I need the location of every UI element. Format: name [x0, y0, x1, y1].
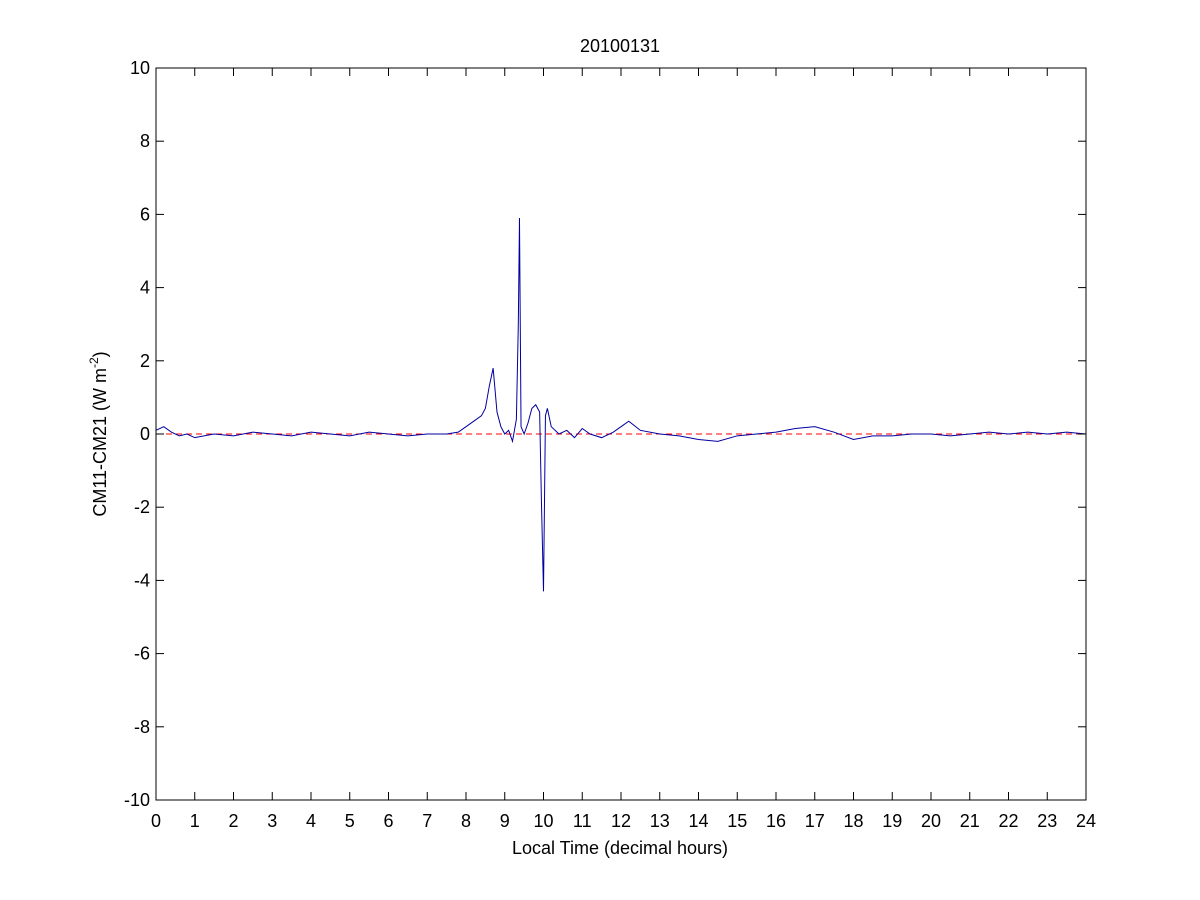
chart-title: 20100131: [580, 36, 660, 56]
y-tick-label: 10: [130, 58, 150, 78]
x-tick-label: 17: [805, 811, 825, 831]
x-tick-label: 10: [533, 811, 553, 831]
y-axis-label-sup: -2: [87, 357, 101, 368]
x-tick-label: 13: [650, 811, 670, 831]
x-tick-label: 19: [882, 811, 902, 831]
x-tick-label: 11: [573, 811, 592, 831]
x-tick-label: 16: [766, 811, 786, 831]
y-tick-label: -2: [134, 497, 150, 517]
x-tick-label: 2: [228, 811, 238, 831]
y-tick-label: 2: [140, 351, 150, 371]
y-tick-label: 8: [140, 131, 150, 151]
y-axis-label-main: CM11-CM21 (W m: [90, 368, 110, 517]
x-tick-label: 15: [727, 811, 747, 831]
x-tick-label: 8: [461, 811, 471, 831]
x-tick-label: 21: [960, 811, 980, 831]
series-line-difference: [156, 218, 1086, 592]
x-tick-label: 9: [500, 811, 510, 831]
x-tick-label: 0: [151, 811, 161, 831]
y-tick-label: -4: [134, 570, 150, 590]
x-tick-label: 6: [383, 811, 393, 831]
x-tick-label: 3: [267, 811, 277, 831]
x-tick-label: 14: [688, 811, 708, 831]
series-layer: [156, 218, 1086, 592]
x-axis-ticks: 0 1 2 3 4 5 6 7 8 9 10 11 12 13 14 15 16 17 18 19 20 21 22 23 24: [151, 68, 1096, 831]
y-tick-label: -10: [124, 790, 150, 810]
y-tick-label: -6: [134, 644, 150, 664]
x-tick-label: 20: [921, 811, 941, 831]
y-tick-label: 0: [140, 424, 150, 444]
x-tick-label: 24: [1076, 811, 1096, 831]
x-tick-label: 23: [1037, 811, 1057, 831]
y-axis-label-close: ): [90, 351, 110, 357]
y-tick-label: 6: [140, 204, 150, 224]
x-tick-label: 12: [611, 811, 631, 831]
y-axis-ticks: 10 8 6 4 2 0 -2 -4 -6 -8 -10: [124, 58, 1086, 810]
x-tick-label: 18: [843, 811, 863, 831]
y-tick-label: 4: [140, 278, 150, 298]
x-axis-label: Local Time (decimal hours): [512, 838, 728, 858]
x-tick-label: 5: [345, 811, 355, 831]
x-tick-label: 1: [190, 811, 200, 831]
y-tick-label: -8: [134, 717, 150, 737]
x-tick-label: 4: [306, 811, 316, 831]
x-tick-label: 22: [998, 811, 1018, 831]
x-tick-label: 7: [422, 811, 432, 831]
y-axis-label: CM11-CM21 (W m-2): [87, 351, 110, 516]
